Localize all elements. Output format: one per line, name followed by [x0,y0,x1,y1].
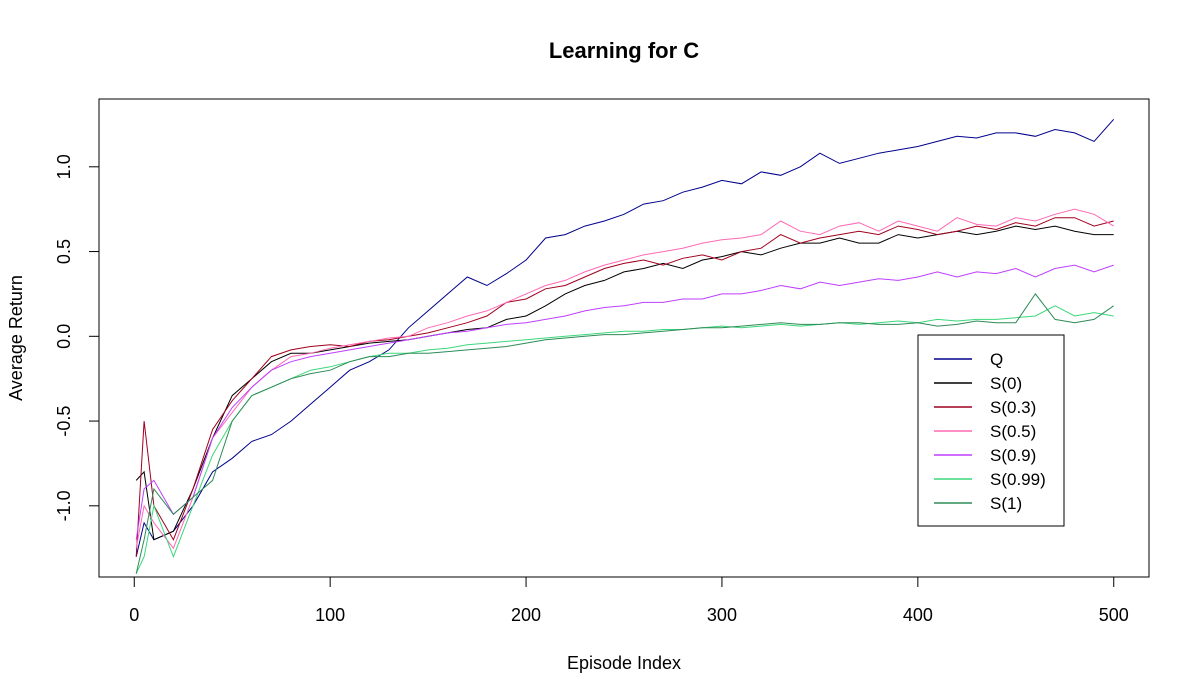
y-axis: -1.0 -0.5 0.0 0.5 1.0 [54,154,100,521]
x-tick-label: 400 [903,605,933,625]
x-tick-label: 500 [1099,605,1129,625]
y-tick-label: -0.5 [54,406,74,437]
y-axis-label: Average Return [6,275,26,401]
legend-label: S(1) [990,494,1022,513]
series-layer [135,118,1115,574]
legend-label: S(0.9) [990,446,1036,465]
legend-label: S(0) [990,374,1022,393]
legend-label: Q [990,350,1003,369]
x-axis: 0 100 200 300 400 500 [129,576,1129,625]
y-tick-label: 0.5 [54,239,74,264]
x-tick-label: 100 [315,605,345,625]
x-axis-label: Episode Index [567,653,681,673]
x-tick-label: 0 [129,605,139,625]
y-tick-label: 0.0 [54,324,74,349]
legend-label: S(0.99) [990,470,1046,489]
y-tick-label: 1.0 [54,154,74,179]
legend-label: S(0.5) [990,422,1036,441]
x-tick-label: 300 [707,605,737,625]
series-line-S(0.5) [135,208,1114,550]
series-line-Q [135,118,1115,557]
legend: Q S(0) S(0.3) S(0.5) S(0.9) S(0.99) S(1) [917,334,1065,527]
x-tick-label: 200 [511,605,541,625]
legend-label: S(0.3) [990,398,1036,417]
chart-title: Learning for C [549,38,699,63]
y-tick-label: -1.0 [54,490,74,521]
series-line-S(0.3) [135,217,1114,557]
series-line-S(1) [135,293,1114,574]
series-line-S(0.9) [135,264,1114,540]
